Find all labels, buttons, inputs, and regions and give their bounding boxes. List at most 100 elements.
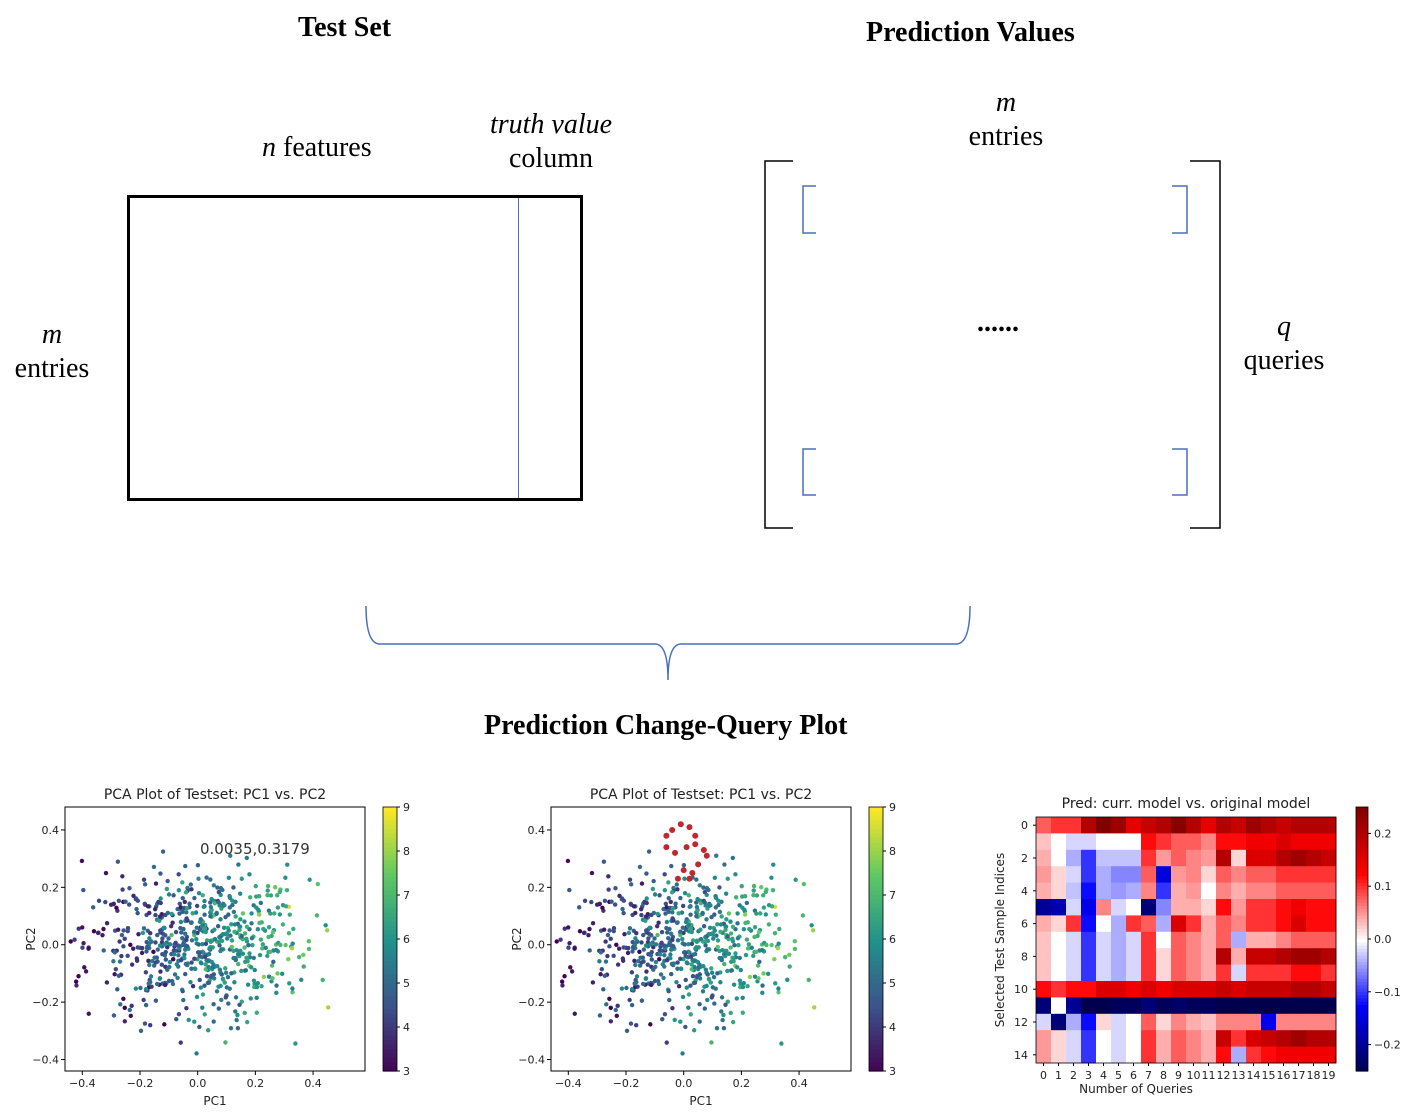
colorbar-segment bbox=[869, 815, 883, 821]
scatter-point bbox=[657, 948, 662, 953]
scatter-point bbox=[793, 877, 798, 882]
scatter-point bbox=[669, 961, 675, 967]
heatmap-cell bbox=[1276, 833, 1292, 851]
scatter-point bbox=[643, 918, 648, 924]
heatmap-colorbar-segment bbox=[1356, 869, 1368, 874]
scatter-point bbox=[771, 862, 776, 867]
heatmap-cell bbox=[1306, 899, 1322, 916]
scatter-point bbox=[232, 929, 237, 935]
heatmap-cell bbox=[1156, 899, 1172, 916]
scatter-point bbox=[104, 920, 110, 926]
scatter-point bbox=[211, 1019, 216, 1024]
colorbar-segment bbox=[869, 1040, 883, 1046]
scatter-point bbox=[752, 974, 758, 979]
heatmap-x-tick-label: 19 bbox=[1322, 1069, 1336, 1082]
heatmap-cell bbox=[1186, 931, 1202, 949]
scatter-point bbox=[121, 928, 126, 933]
scatter-point bbox=[232, 980, 237, 985]
scatter-point bbox=[157, 943, 163, 948]
scatter-point bbox=[675, 960, 680, 965]
scatter-point bbox=[147, 910, 152, 916]
scatter-point bbox=[765, 971, 771, 976]
scatter-point bbox=[111, 959, 116, 964]
scatter-point bbox=[245, 982, 251, 987]
x-tick-label: 0.4 bbox=[790, 1077, 808, 1090]
scatter-point bbox=[259, 946, 265, 951]
heatmap-cell bbox=[1141, 1030, 1157, 1047]
heatmap-colorbar-segment bbox=[1356, 856, 1368, 861]
heatmap-colorbar-segment bbox=[1356, 958, 1368, 963]
colorbar-segment bbox=[383, 1005, 397, 1010]
heatmap-cell bbox=[1291, 866, 1307, 883]
scatter-point bbox=[126, 902, 132, 907]
heatmap-cell bbox=[1096, 833, 1112, 851]
scatter-point bbox=[116, 973, 122, 979]
heatmap-cell bbox=[1291, 997, 1307, 1015]
scatter-point bbox=[265, 883, 271, 889]
scatter-point bbox=[680, 903, 686, 909]
scatter-point bbox=[606, 874, 611, 879]
scatter-point bbox=[215, 885, 220, 890]
scatter-point bbox=[261, 926, 266, 932]
heatmap-cell bbox=[1291, 1030, 1307, 1047]
heatmap-cell bbox=[1126, 1030, 1142, 1047]
scatter-point bbox=[285, 862, 290, 867]
scatter-point bbox=[737, 978, 743, 983]
heatmap-cell bbox=[1111, 1030, 1127, 1047]
scatter-point bbox=[115, 927, 121, 932]
heatmap-cell bbox=[1096, 1030, 1112, 1047]
scatter-point bbox=[660, 1017, 665, 1022]
scatter-point bbox=[763, 889, 769, 895]
scatter-point bbox=[680, 936, 685, 942]
scatter-point bbox=[705, 972, 710, 977]
scatter-point bbox=[726, 951, 732, 957]
scatter-point bbox=[694, 900, 699, 905]
scatter-point bbox=[232, 922, 238, 927]
scatter-point bbox=[717, 909, 723, 915]
scatter-point bbox=[234, 947, 239, 953]
heatmap-cell bbox=[1171, 981, 1187, 998]
scatter-point bbox=[558, 937, 563, 942]
highlight-point bbox=[683, 844, 690, 851]
scatter-point bbox=[718, 922, 724, 927]
colorbar-tick-label: 4 bbox=[403, 1021, 410, 1034]
x-tick-label: 0.0 bbox=[189, 1077, 207, 1090]
scatter-point bbox=[173, 940, 178, 946]
scatter-frame-1 bbox=[550, 806, 852, 1072]
features-word: features bbox=[283, 132, 372, 163]
heatmap-cell bbox=[1036, 981, 1052, 998]
scatter-point bbox=[223, 1040, 228, 1045]
scatter-point bbox=[702, 900, 707, 905]
queries-word: queries bbox=[1243, 345, 1325, 376]
heatmap-x-tick-label: 0 bbox=[1040, 1069, 1047, 1082]
scatter-point bbox=[194, 903, 200, 909]
scatter-point bbox=[675, 938, 681, 943]
scatter-point bbox=[148, 930, 153, 936]
heatmap-cell bbox=[1321, 882, 1337, 900]
heatmap-cell bbox=[1096, 964, 1112, 982]
colorbar-segment bbox=[869, 903, 883, 909]
scatter-point bbox=[628, 1021, 634, 1026]
heatmap-cell bbox=[1156, 931, 1172, 949]
scatter-point bbox=[566, 925, 571, 930]
scatter-point bbox=[265, 953, 270, 959]
scatter-point bbox=[206, 951, 212, 957]
heatmap-colorbar-segment bbox=[1356, 886, 1368, 891]
heatmap-colorbar-segment bbox=[1356, 985, 1368, 990]
scatter-point bbox=[158, 896, 163, 901]
curly-brace bbox=[365, 605, 971, 681]
heatmap-colorbar-segment bbox=[1356, 830, 1368, 834]
scatter-point bbox=[678, 956, 683, 962]
heatmap-cell bbox=[1186, 866, 1202, 883]
scatter-point bbox=[606, 887, 611, 892]
scatter-point bbox=[680, 1051, 685, 1056]
scatter-point bbox=[598, 972, 603, 977]
scatter-point bbox=[184, 1005, 189, 1011]
colorbar-segment bbox=[383, 811, 397, 817]
scatter-point bbox=[613, 1007, 618, 1013]
scatter-point bbox=[602, 898, 608, 904]
scatter-point bbox=[242, 931, 248, 936]
scatter-point bbox=[179, 930, 184, 935]
heatmap-colorbar-segment bbox=[1356, 1061, 1368, 1065]
scatter-point bbox=[121, 944, 126, 949]
